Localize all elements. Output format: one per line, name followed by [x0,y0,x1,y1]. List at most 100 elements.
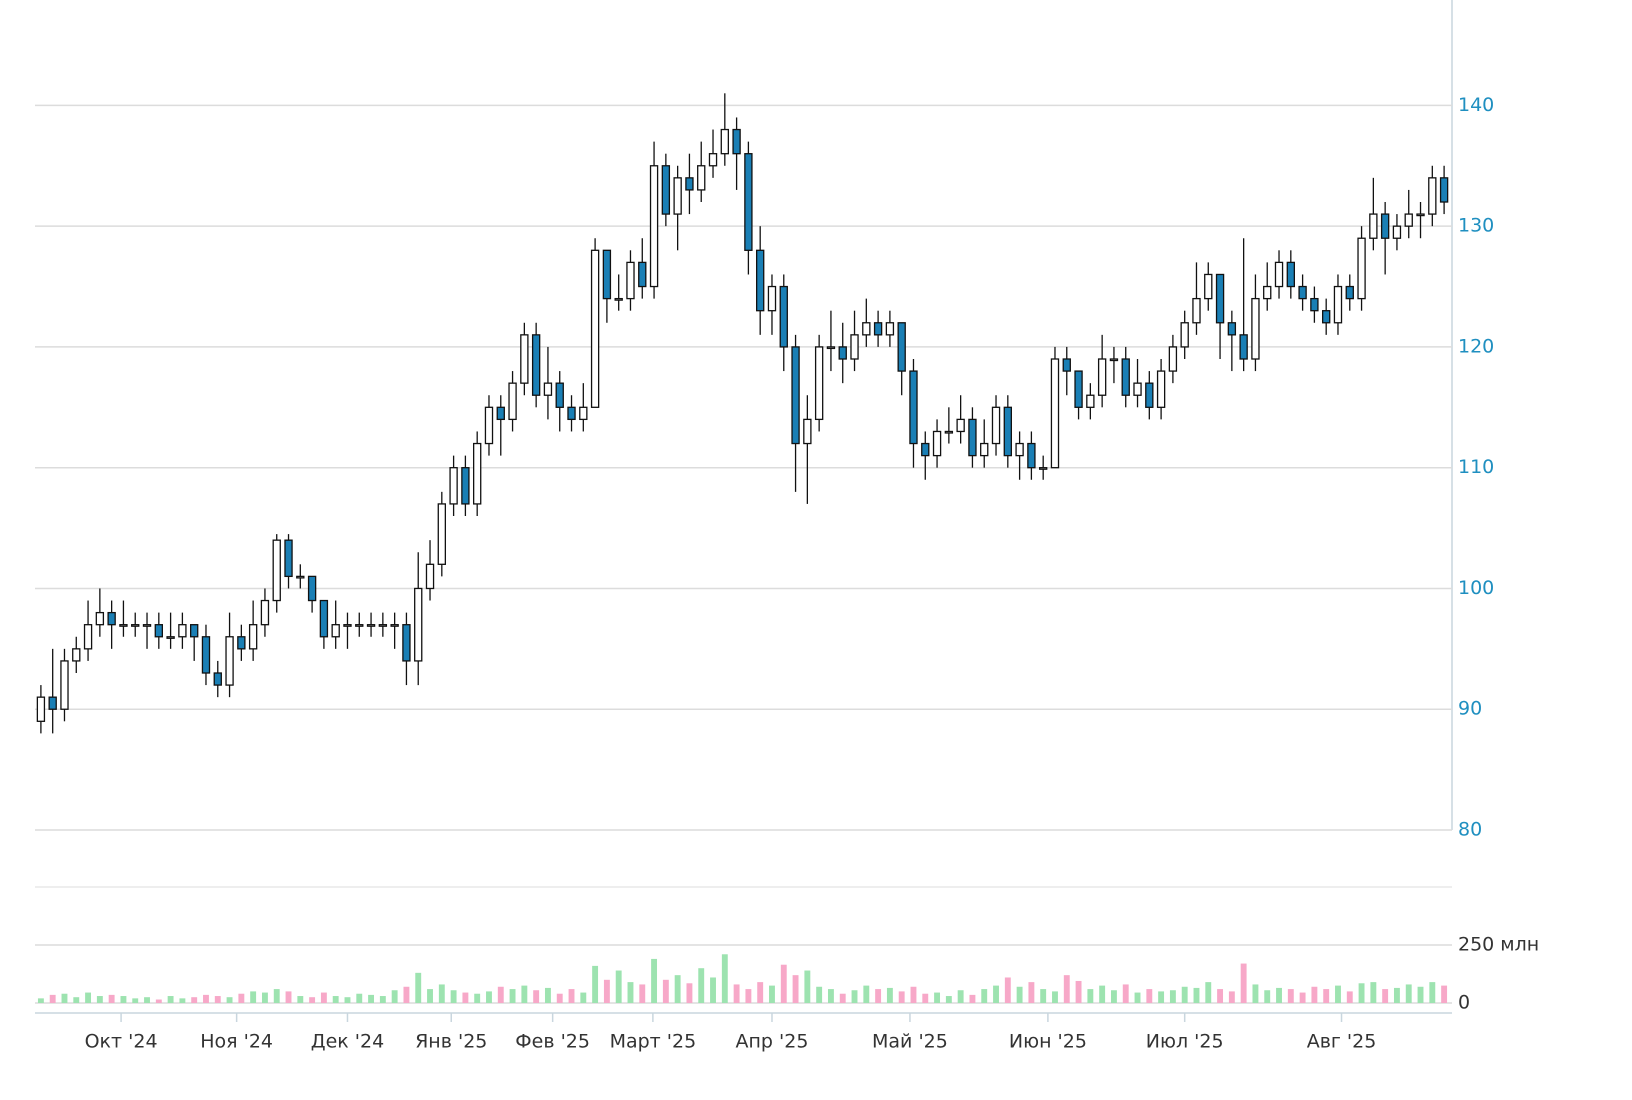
candle-body [1003,406,1013,457]
volume-bar [1264,990,1271,1003]
volume-bar [686,983,693,1003]
volume-bar [85,992,92,1003]
volume-bar [1052,991,1058,1003]
volume-bar [320,992,327,1003]
volume-bar [427,989,433,1003]
volume-bar [886,987,893,1003]
volume-bar [1028,982,1035,1003]
candle-body [944,430,954,434]
candle-body [1039,467,1048,470]
candle-body [1168,346,1178,372]
candle-body [119,624,128,627]
volume-bar [839,993,846,1003]
volume-bar [627,982,634,1003]
candle-body [1097,358,1107,396]
candle-body [1286,261,1296,288]
volume-bar [474,993,481,1003]
volume-bar [344,997,351,1003]
volume-bar [1382,989,1389,1003]
volume-bar [981,989,988,1003]
candle-body [932,430,942,457]
volume-bar [120,996,127,1003]
candle-body [319,599,329,638]
volume-bar [1040,989,1047,1003]
volume-bar [1181,986,1188,1003]
volume-bar [1311,986,1318,1003]
volume-bar [816,986,823,1003]
x-tick-label: Ноя '24 [200,1031,273,1053]
candle-body [1439,177,1449,203]
x-tick-label: Май '25 [872,1031,948,1053]
volume-bar [1217,989,1224,1003]
volume-bar [132,998,139,1003]
volume-bar [662,979,669,1003]
candle-body [1062,358,1071,372]
volume-bar [61,993,68,1003]
candle-body [720,128,730,155]
candle-body [779,285,788,348]
candle-body [862,322,871,336]
volume-bar [769,985,775,1003]
x-tick-label: Окт '24 [85,1031,158,1053]
volume-bar [167,996,174,1003]
candle-body [36,696,46,722]
volume-bar [155,999,162,1003]
candle-body [531,334,541,396]
volume-bar [1063,975,1070,1003]
candle-body [414,587,423,662]
candle-body [1180,322,1189,348]
volume-bar [191,997,198,1003]
x-tick-label: Март '25 [610,1031,697,1053]
volume-bar [1110,990,1117,1003]
volume-bar [1004,977,1011,1003]
candle-body [673,177,682,215]
volume-bar [721,954,728,1003]
x-tick-label: Июл '25 [1146,1031,1224,1053]
candle-body [1357,237,1366,300]
volume-bar [1193,987,1200,1003]
candle-body [213,672,222,686]
x-tick-label: Дек '24 [311,1031,384,1053]
volume-bar [332,996,339,1003]
candle-body [343,624,352,627]
volume-bar [497,986,504,1003]
candle-body [791,346,800,445]
volume-bar [450,990,457,1003]
candle-body [449,467,458,505]
candle-body [248,624,258,650]
candle-body [1109,358,1119,362]
volume-bar [733,984,740,1003]
volume-bar [1205,982,1212,1003]
candle-body [307,575,317,602]
x-tick-label: Авг '25 [1307,1031,1377,1053]
candle-body [590,249,600,408]
candle-body [284,539,293,578]
volume-bar [580,992,587,1003]
candle-body [1380,213,1390,239]
candle-body [1133,382,1142,396]
volume-bar [969,994,976,1003]
candle-body [1416,213,1425,217]
x-tick-label: Июн '25 [1009,1031,1087,1053]
volume-bar [356,993,363,1003]
volume-bar [1393,987,1400,1003]
volume-bar [1417,986,1424,1003]
candle-body [826,346,836,350]
candle-body [472,442,482,505]
candle-body [1215,273,1225,324]
volume-bar [639,984,646,1003]
candle-body [579,406,588,421]
volume-bar [804,970,811,1003]
volume-bar [922,993,929,1003]
volume-bar [1346,991,1353,1003]
y-tick-label: 130 [1458,215,1494,237]
volume-bar [698,968,705,1003]
volume-bar [863,985,870,1003]
candle-body [1145,382,1154,408]
candle-body [95,611,105,626]
volume-bar [592,965,599,1003]
candle-body [1345,285,1354,300]
candle-body [296,575,305,579]
volume-bar [108,994,115,1003]
candle-body [968,418,977,457]
